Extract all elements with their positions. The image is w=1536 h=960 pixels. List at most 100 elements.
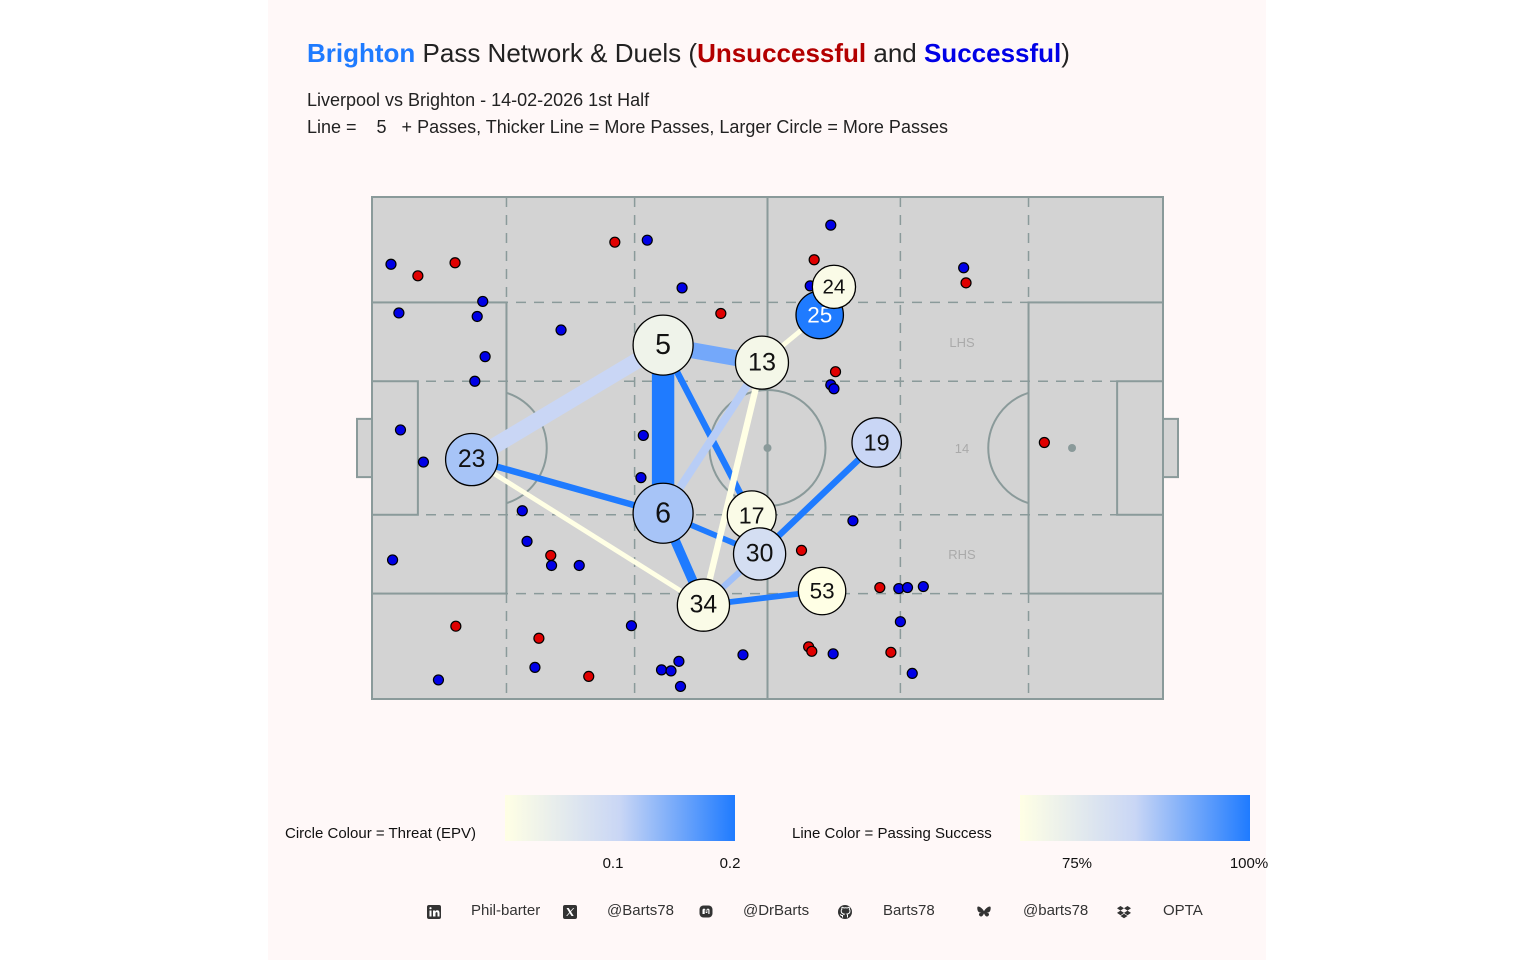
pitch-arc-right (987, 391, 1029, 505)
duel-successful-point (737, 649, 749, 661)
duel-successful-point (393, 307, 405, 319)
linkedin-icon (427, 905, 441, 919)
duel-successful-point (635, 472, 647, 484)
legend-success-gradient (1020, 795, 1250, 841)
duel-unsuccessful-point (450, 620, 462, 632)
pass-edge (660, 343, 755, 517)
player-node (676, 578, 731, 632)
duel-successful-point (827, 648, 839, 660)
duels-layer (385, 219, 1050, 693)
duel-unsuccessful-point (609, 236, 621, 248)
dropbox-icon (1117, 906, 1131, 919)
duel-successful-point (516, 505, 528, 517)
player-node (632, 482, 694, 544)
duel-successful-point (477, 295, 489, 308)
footer-linkedin: Phil-barter (471, 902, 541, 919)
duel-successful-point (894, 616, 906, 628)
player-node-label: 19 (864, 429, 890, 455)
duel-unsuccessful-point (412, 270, 424, 282)
duel-successful-point (471, 310, 483, 323)
title-team: Brighton (307, 38, 416, 68)
duel-unsuccessful-point (808, 254, 820, 266)
pass-edge (470, 456, 664, 517)
pitch-penalty-spot-right (1068, 444, 1077, 452)
legend-success-tick-1: 75% (1061, 855, 1093, 872)
player-node (444, 432, 499, 487)
player-node-label: 17 (739, 502, 765, 528)
chart-title: Brighton Pass Network & Duels (Unsuccess… (307, 38, 1070, 69)
duel-successful-point (625, 620, 638, 632)
player-node-label: 6 (655, 497, 671, 529)
duel-unsuccessful-point (1038, 436, 1050, 449)
title-unsuccessful: Unsuccessful (697, 38, 867, 68)
duel-successful-point (901, 581, 914, 594)
duel-successful-point (479, 351, 491, 363)
duel-successful-point (906, 667, 918, 679)
mastodon-icon (699, 905, 713, 918)
bluesky-icon (977, 906, 991, 917)
player-node-label: 53 (810, 579, 835, 604)
footer-x: @Barts78 (607, 902, 674, 919)
duel-successful-point (529, 661, 541, 673)
player-node-label: 5 (655, 329, 671, 361)
duel-successful-point (676, 282, 688, 294)
duel-unsuccessful-point (533, 632, 545, 644)
duel-successful-point (469, 375, 481, 387)
github-icon (838, 905, 852, 919)
legend-circle-label: Circle Colour = Threat (EPV) (285, 825, 477, 842)
pass-edge (467, 338, 668, 467)
duel-unsuccessful-point (449, 257, 461, 269)
duel-successful-point (385, 258, 397, 270)
zone-label-center: 14 (955, 441, 969, 456)
duel-unsuccessful-point (806, 645, 818, 657)
pitch-goal-right (1162, 417, 1179, 479)
zone-label-lhs: LHS (949, 335, 975, 350)
duel-successful-point (637, 429, 649, 442)
player-node-label: 13 (748, 349, 776, 377)
player-node (811, 264, 857, 310)
duel-successful-point (673, 655, 685, 667)
duel-successful-point (417, 456, 430, 468)
title-successful: Successful (923, 38, 1062, 68)
player-node (734, 335, 790, 390)
title-close: ) (1061, 38, 1070, 68)
duel-unsuccessful-point (885, 646, 897, 658)
duel-unsuccessful-point (583, 670, 595, 683)
duel-successful-point (432, 674, 445, 686)
duel-unsuccessful-point (874, 581, 886, 594)
footer-data: OPTA (1163, 902, 1203, 919)
duel-unsuccessful-point (715, 307, 727, 320)
footer: Phil-barter @Barts78 @DrBarts Barts78 @b… (0, 900, 1536, 924)
duel-successful-point (555, 324, 567, 336)
duel-successful-point (665, 665, 677, 677)
footer-github: Barts78 (883, 902, 935, 919)
player-node (632, 314, 694, 376)
player-node (732, 527, 787, 581)
x-icon (563, 905, 577, 919)
pass-edge (700, 361, 766, 606)
subtitle-legend: Line = 5 + Passes, Thicker Line = More P… (307, 117, 948, 137)
zone-label-rhs: RHS (948, 547, 976, 562)
duel-unsuccessful-point (960, 277, 972, 289)
duel-successful-point (573, 559, 585, 572)
duel-unsuccessful-point (829, 366, 842, 378)
footer-bluesky: @barts78 (1023, 902, 1089, 919)
duel-successful-point (655, 664, 668, 676)
duel-unsuccessful-point (545, 549, 557, 562)
legend-epv-tick-2: 0.2 (719, 855, 741, 872)
pitch-goal-left (356, 417, 373, 479)
duel-successful-point (545, 559, 558, 572)
player-node-label: 23 (458, 446, 486, 473)
pass-edge (470, 457, 705, 608)
legend-success-tick-2: 100% (1229, 855, 1269, 872)
duel-successful-point (386, 554, 399, 566)
legend-epv-gradient (505, 795, 735, 841)
duel-successful-point (674, 680, 687, 693)
subtitle: Liverpool vs Brighton - 14-02-2026 1st H… (307, 90, 650, 110)
player-node (797, 566, 847, 616)
duel-successful-point (825, 219, 837, 231)
player-node-label: 30 (746, 540, 774, 567)
duel-successful-point (917, 580, 929, 593)
duel-successful-point (847, 515, 859, 527)
